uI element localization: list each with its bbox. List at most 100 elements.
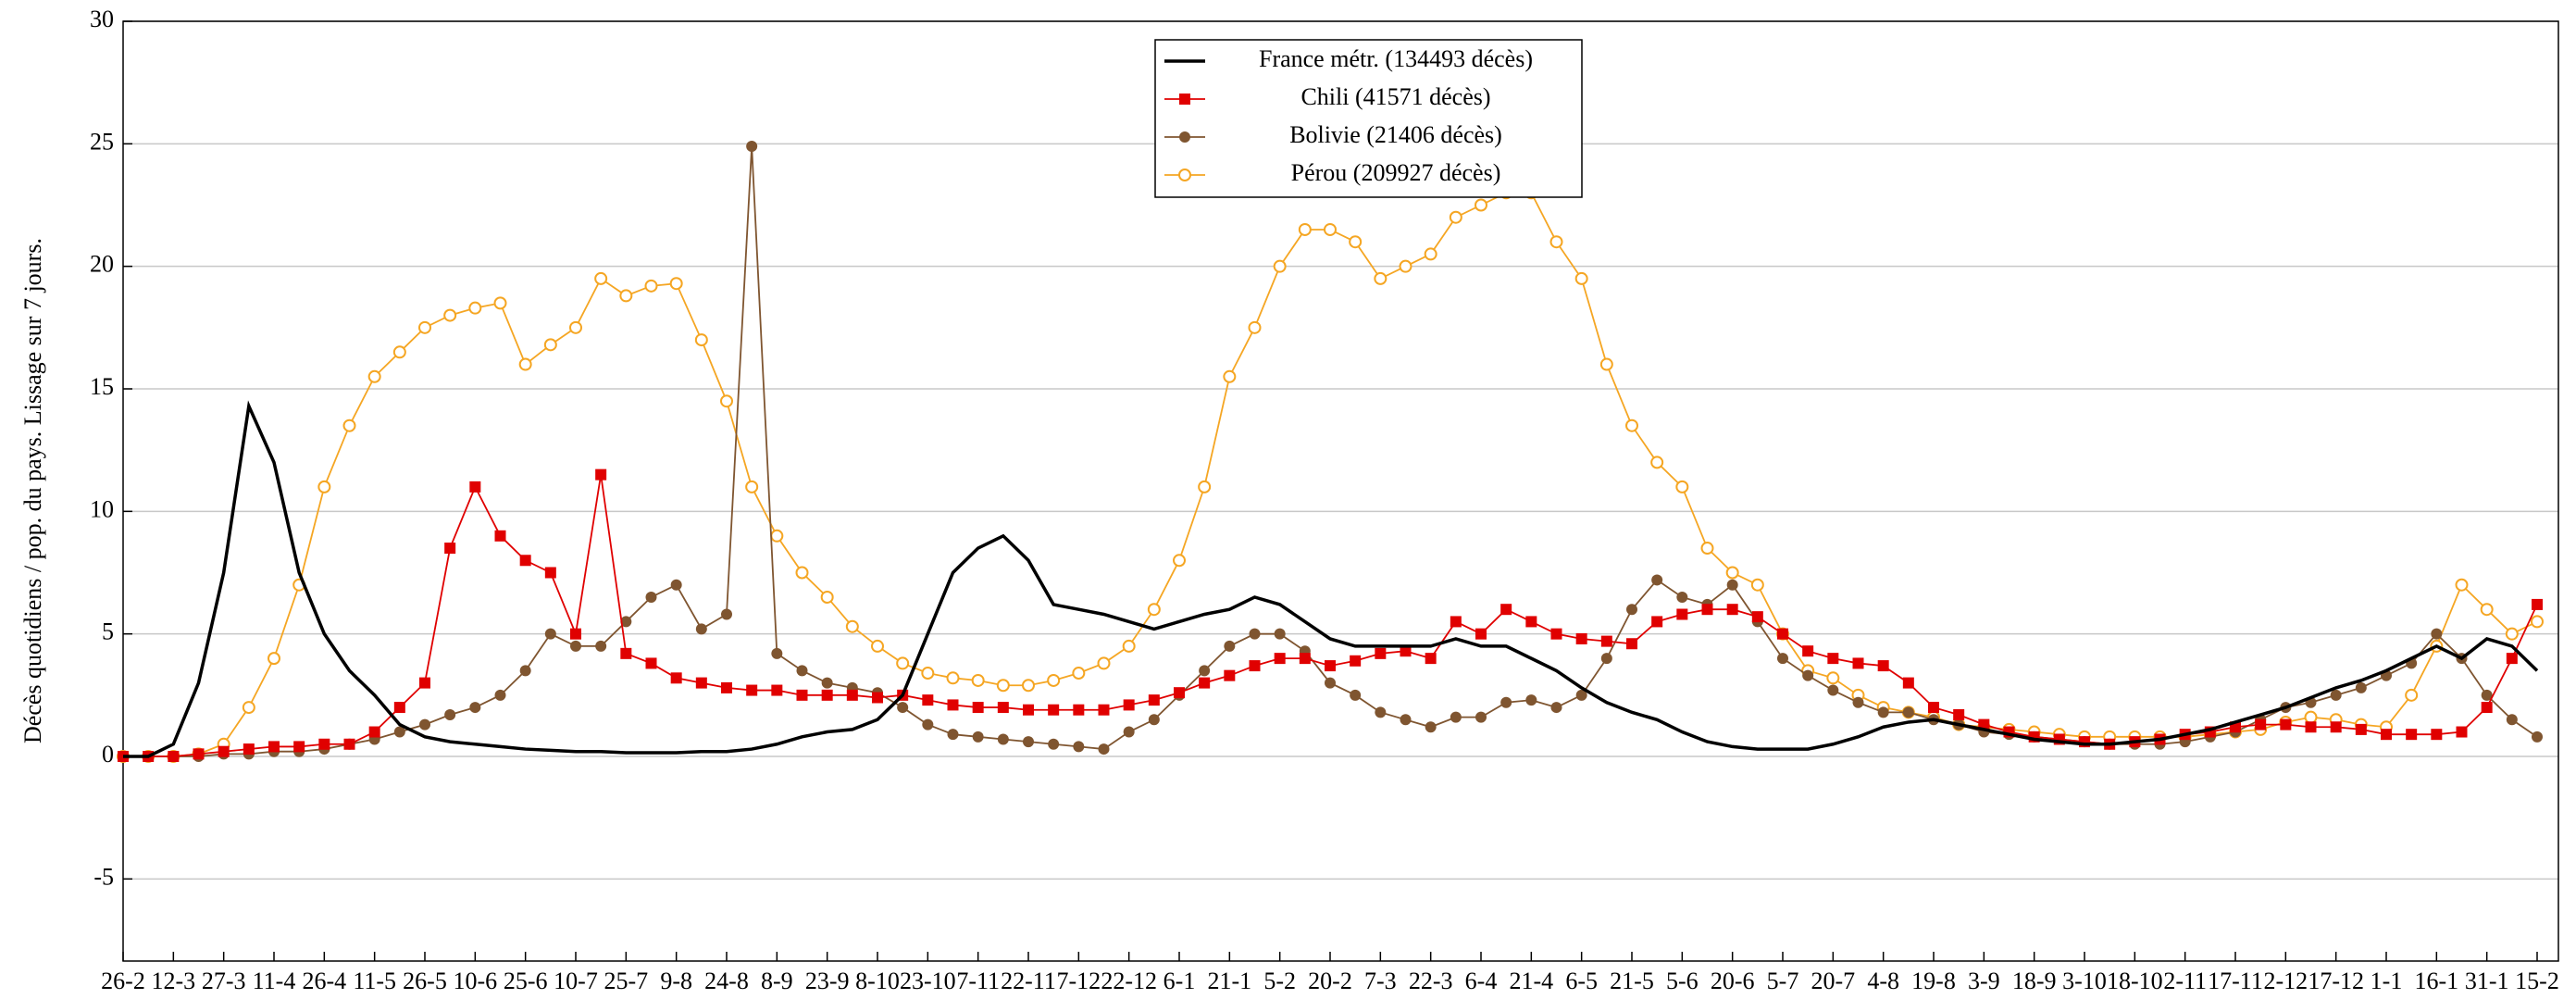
marker	[1852, 696, 1864, 708]
marker	[997, 702, 1009, 714]
x-tick-label: 31-1	[2465, 968, 2509, 994]
marker	[1726, 579, 1738, 591]
marker	[1651, 616, 1663, 628]
marker	[193, 748, 205, 760]
marker	[393, 702, 405, 714]
marker	[846, 689, 858, 701]
marker	[1953, 709, 1965, 721]
x-tick-label: 23-10	[900, 968, 956, 994]
marker	[2532, 598, 2543, 610]
x-tick-label: 1-1	[2371, 968, 2403, 994]
marker	[1097, 656, 1111, 670]
x-tick-label: 22-12	[1101, 968, 1157, 994]
marker	[1098, 743, 1110, 755]
marker	[2431, 628, 2443, 640]
x-tick-label: 2-12	[2263, 968, 2308, 994]
marker	[872, 692, 883, 704]
marker	[2355, 723, 2367, 735]
marker	[1600, 635, 1612, 647]
x-tick-label: 25-6	[504, 968, 548, 994]
marker	[468, 301, 482, 315]
marker	[595, 640, 607, 652]
x-tick-label: 15-2	[2515, 968, 2559, 994]
marker	[721, 681, 732, 693]
marker	[519, 665, 531, 677]
marker	[595, 468, 607, 481]
marker	[1073, 741, 1085, 753]
legend-label: Pérou (209927 décès)	[1291, 159, 1501, 186]
marker	[444, 709, 456, 721]
marker	[721, 608, 732, 620]
marker	[1072, 667, 1086, 681]
marker	[2431, 729, 2443, 741]
marker	[1375, 647, 1387, 659]
marker	[2405, 688, 2419, 702]
x-tick-label: 26-4	[302, 968, 346, 994]
marker	[2455, 578, 2469, 592]
marker	[2330, 689, 2342, 701]
marker	[2304, 710, 2318, 724]
marker	[2406, 729, 2418, 741]
marker	[1500, 696, 1512, 708]
marker	[1350, 689, 1362, 701]
marker	[1575, 689, 1587, 701]
marker	[1574, 271, 1588, 285]
legend-label: Chili (41571 décès)	[1300, 83, 1490, 110]
marker	[645, 591, 657, 603]
marker	[2456, 726, 2468, 738]
marker	[494, 530, 506, 542]
marker	[897, 702, 909, 714]
marker	[972, 731, 984, 743]
marker	[1550, 702, 1562, 714]
marker	[317, 480, 331, 493]
marker	[720, 394, 733, 408]
y-axis-label: Décès quotidiens / pop. du pays. Lissage…	[19, 238, 46, 743]
marker	[1802, 669, 1814, 681]
y-tick-label: 15	[90, 373, 114, 400]
x-tick-label: 17-12	[2308, 968, 2364, 994]
x-tick-label: 10-7	[554, 968, 598, 994]
marker	[1549, 235, 1563, 249]
marker	[419, 677, 430, 689]
marker	[1023, 704, 1034, 716]
marker	[343, 738, 355, 750]
marker	[795, 566, 809, 580]
x-tick-label: 26-5	[403, 968, 447, 994]
marker	[1600, 653, 1612, 665]
marker	[493, 296, 507, 310]
marker	[1877, 660, 1889, 672]
x-tick-label: 10-6	[453, 968, 497, 994]
marker	[821, 677, 833, 689]
marker	[243, 743, 255, 755]
marker	[1700, 542, 1714, 556]
marker	[1147, 603, 1161, 617]
marker	[746, 684, 758, 696]
marker	[1726, 604, 1738, 616]
marker	[695, 623, 707, 635]
marker	[1223, 369, 1237, 383]
marker	[1122, 639, 1136, 653]
marker	[1625, 418, 1638, 432]
marker	[1651, 574, 1663, 586]
marker	[1199, 677, 1211, 689]
marker	[2280, 718, 2292, 731]
marker	[1575, 632, 1587, 644]
marker	[845, 619, 859, 633]
legend-marker	[1179, 94, 1190, 105]
marker	[971, 673, 985, 687]
marker	[820, 590, 834, 604]
marker	[694, 333, 708, 347]
marker	[2481, 689, 2493, 701]
marker	[1123, 726, 1135, 738]
x-tick-label: 6-1	[1164, 968, 1196, 994]
marker	[896, 656, 910, 670]
series-line	[123, 400, 2539, 758]
marker	[268, 652, 280, 666]
marker	[444, 543, 456, 555]
marker	[570, 628, 581, 640]
marker	[419, 718, 430, 731]
marker	[1525, 694, 1537, 706]
x-tick-label: 25-7	[604, 968, 648, 994]
marker	[947, 729, 959, 741]
